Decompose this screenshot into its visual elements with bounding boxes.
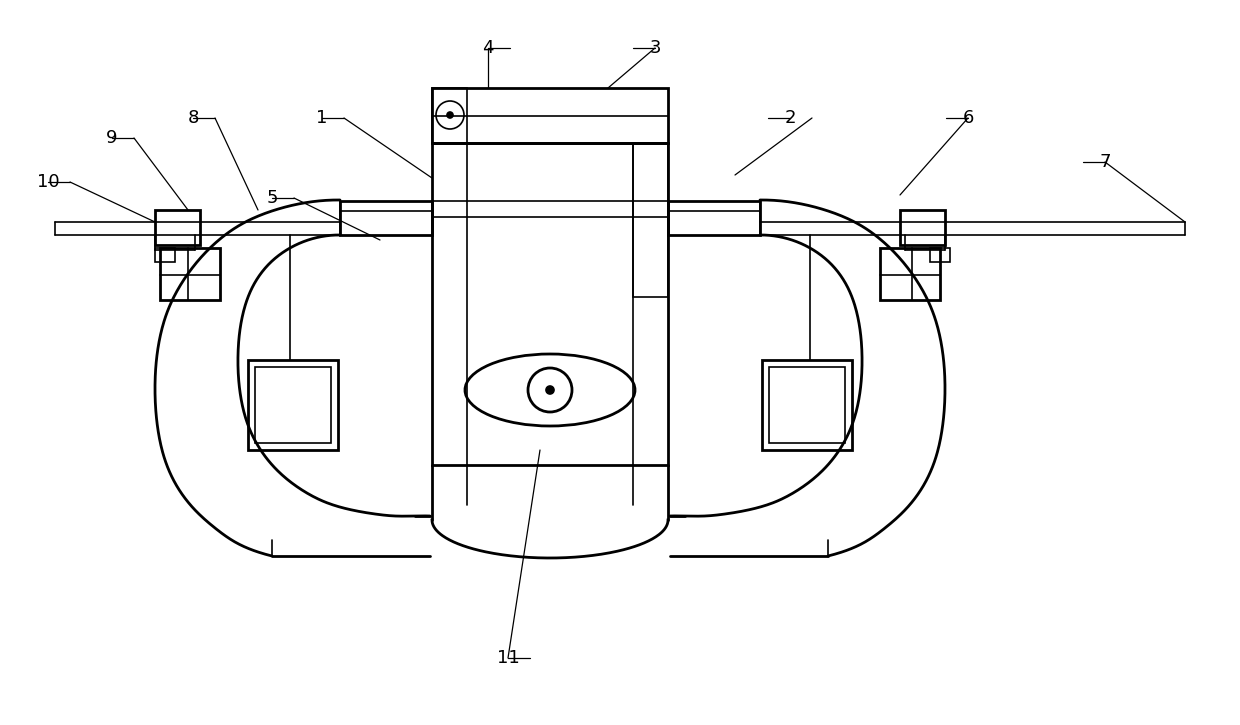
Bar [880, 248, 940, 300]
Bar [340, 201, 432, 235]
Text: 1: 1 [316, 109, 327, 127]
Text: 3: 3 [650, 39, 661, 57]
Bar [155, 210, 200, 245]
Text: 10: 10 [37, 173, 60, 191]
Bar [763, 360, 852, 450]
Bar [248, 360, 339, 450]
Bar [155, 248, 175, 262]
Bar [432, 143, 668, 465]
Text: 5: 5 [267, 189, 278, 207]
Circle shape [446, 112, 453, 118]
Bar [668, 201, 760, 235]
Text: 9: 9 [107, 129, 118, 147]
Text: 2: 2 [784, 109, 796, 127]
Text: 6: 6 [962, 109, 973, 127]
Bar [930, 248, 950, 262]
Bar [632, 143, 668, 297]
Circle shape [546, 386, 554, 394]
Bar [160, 248, 219, 300]
Bar [432, 88, 668, 143]
Bar [255, 367, 331, 443]
Text: 4: 4 [482, 39, 494, 57]
Text: 7: 7 [1099, 153, 1111, 171]
Bar [432, 88, 467, 143]
Bar [900, 210, 945, 245]
Bar [769, 367, 844, 443]
Text: 8: 8 [187, 109, 198, 127]
Text: 11: 11 [497, 649, 520, 667]
